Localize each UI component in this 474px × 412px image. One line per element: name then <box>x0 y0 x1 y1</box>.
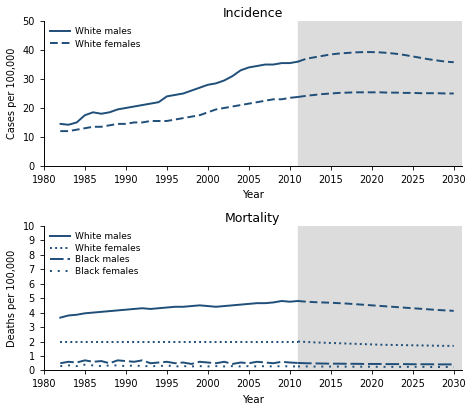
Legend: White males, White females: White males, White females <box>48 26 142 50</box>
Bar <box>298 226 462 370</box>
Title: Incidence: Incidence <box>223 7 283 20</box>
Bar <box>298 21 462 166</box>
Legend: White males, White females, Black males, Black females: White males, White females, Black males,… <box>48 230 142 278</box>
Y-axis label: Deaths per 100,000: Deaths per 100,000 <box>7 250 17 347</box>
Title: Mortality: Mortality <box>225 211 281 225</box>
X-axis label: Year: Year <box>242 395 264 405</box>
Y-axis label: Cases per 100,000: Cases per 100,000 <box>7 48 17 139</box>
X-axis label: Year: Year <box>242 190 264 201</box>
